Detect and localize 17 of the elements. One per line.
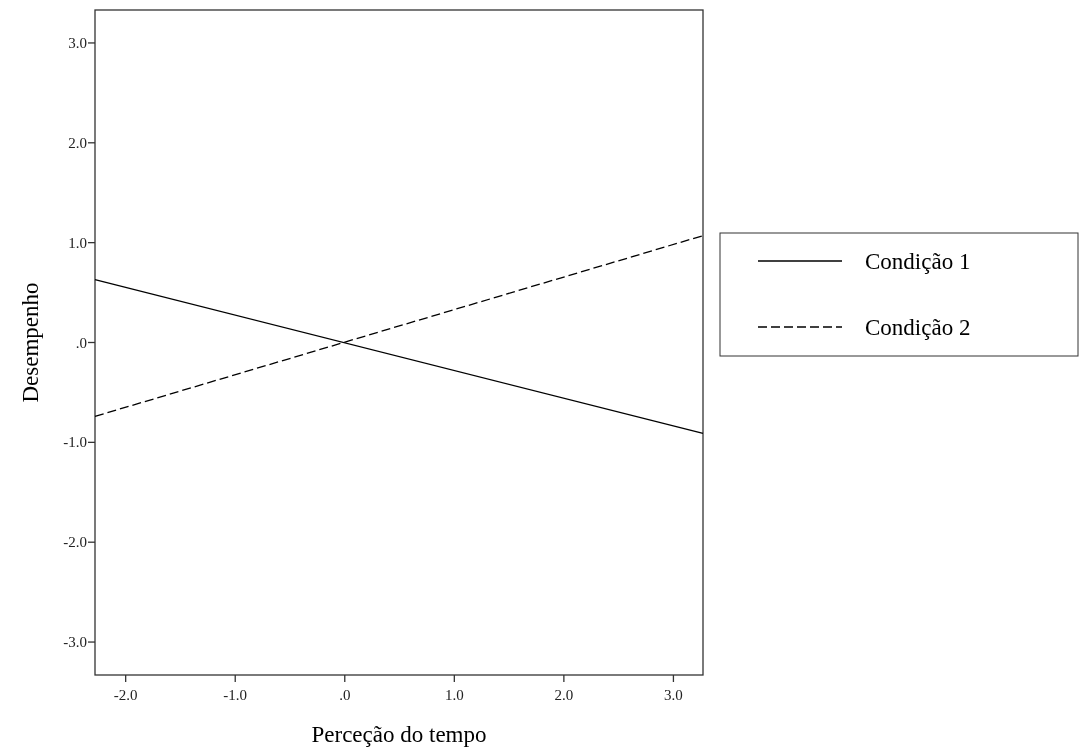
legend-label: Condição 2 <box>865 315 971 340</box>
y-tick-label: .0 <box>75 334 87 351</box>
x-tick-label: 1.0 <box>444 687 464 703</box>
y-tick-label: 3.0 <box>68 34 87 51</box>
y-tick-label: 1.0 <box>68 234 87 251</box>
x-tick-label: -1.0 <box>223 687 248 703</box>
x-tick-label: .0 <box>339 687 351 703</box>
x-tick-label: -2.0 <box>113 687 138 703</box>
y-tick-label: 2.0 <box>68 134 87 151</box>
y-tick-label: -3.0 <box>63 634 87 651</box>
y-tick-label: -2.0 <box>63 534 87 551</box>
x-tick-label: 3.0 <box>664 687 683 703</box>
y-axis-title: Desempenho <box>18 282 43 403</box>
legend-label: Condição 1 <box>865 249 971 274</box>
x-tick-label: 2.0 <box>554 687 574 703</box>
y-tick-label: -1.0 <box>63 434 87 451</box>
x-axis-title: Perceção do tempo <box>311 722 487 747</box>
